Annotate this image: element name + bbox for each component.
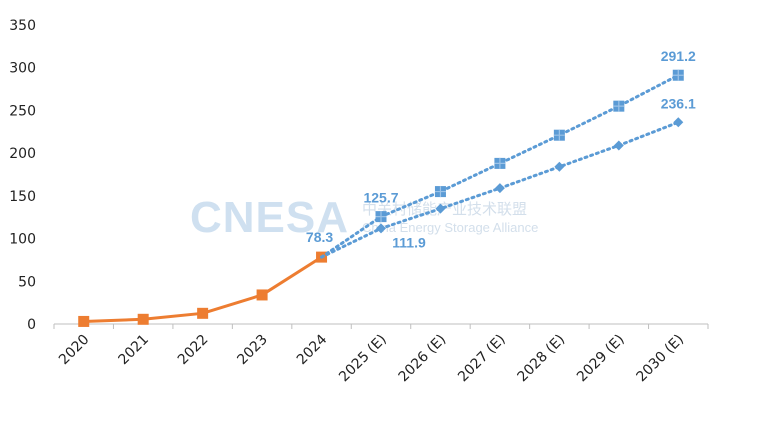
labels-layer: 78.3 125.7 291.2 111.9 236.1	[306, 48, 696, 250]
data-point	[256, 289, 268, 301]
x-tick-label: 2023	[234, 332, 271, 369]
x-tick-label: 2029 (E)	[574, 332, 628, 386]
data-point	[554, 161, 565, 172]
data-point	[197, 307, 209, 319]
data-label: 291.2	[661, 48, 696, 64]
y-tick-label: 0	[27, 317, 36, 333]
data-label: 111.9	[392, 234, 426, 250]
y-tick-label: 150	[9, 189, 36, 205]
data-point	[553, 129, 565, 141]
data-point	[613, 140, 624, 151]
x-tick-label: 2020	[56, 332, 93, 369]
x-tick-label: 2026 (E)	[396, 332, 450, 386]
data-point	[613, 100, 625, 112]
series-layer	[78, 69, 684, 327]
data-point	[435, 203, 446, 214]
x-tick-label: 2028 (E)	[515, 332, 569, 386]
data-label: 125.7	[363, 190, 398, 206]
data-point	[494, 157, 506, 169]
axes: 0 50 100 150 200 250 300 350 2020 2021 2022 2023 202…	[9, 18, 709, 386]
x-tick-label: 2027 (E)	[455, 332, 509, 386]
watermark-en-name: China Energy Storage Alliance	[362, 220, 538, 235]
x-tick-label: 2022	[175, 332, 212, 369]
y-tick-label: 200	[9, 146, 36, 162]
y-tick-label: 350	[9, 18, 36, 34]
data-point	[673, 117, 684, 128]
x-tick-label: 2025 (E)	[336, 332, 390, 386]
data-point	[672, 69, 684, 81]
data-point	[375, 211, 387, 223]
data-point	[78, 315, 90, 327]
y-tick-label: 250	[9, 103, 36, 119]
x-tick-label: 2030 (E)	[633, 332, 687, 386]
x-tick-label: 2024	[294, 331, 331, 368]
data-point	[434, 186, 446, 198]
data-label: 236.1	[661, 95, 696, 111]
data-point	[137, 313, 149, 325]
watermark-brand: CNESA	[190, 193, 349, 242]
x-tick-label: 2021	[115, 332, 152, 369]
y-tick-label: 50	[18, 274, 36, 290]
data-label: 78.3	[306, 229, 333, 245]
y-tick-label: 100	[9, 232, 36, 248]
data-point	[376, 223, 386, 234]
y-tick-label: 300	[9, 61, 36, 77]
data-point	[494, 183, 505, 194]
